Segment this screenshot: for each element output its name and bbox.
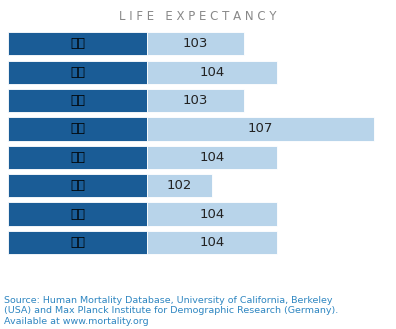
Text: 104: 104 xyxy=(199,236,225,249)
Text: 🇨🇦: 🇨🇦 xyxy=(70,236,85,249)
Bar xyxy=(8,231,147,254)
Bar xyxy=(8,61,147,84)
Bar xyxy=(8,146,147,169)
Text: 104: 104 xyxy=(199,208,225,220)
Bar xyxy=(8,117,147,140)
Bar xyxy=(147,61,277,84)
Text: 🇬🇧: 🇬🇧 xyxy=(70,94,85,107)
Bar xyxy=(147,146,277,169)
Text: 🇫🇷: 🇫🇷 xyxy=(70,208,85,220)
Bar xyxy=(147,32,244,55)
Bar xyxy=(147,202,277,226)
Bar xyxy=(147,174,212,197)
Bar xyxy=(8,202,147,226)
Text: 107: 107 xyxy=(248,122,273,136)
Bar xyxy=(8,32,147,55)
Bar xyxy=(147,231,277,254)
Text: 🇺🇸: 🇺🇸 xyxy=(70,66,85,79)
Text: Source: Human Mortality Database, University of California, Berkeley
(USA) and M: Source: Human Mortality Database, Univer… xyxy=(4,296,338,326)
Text: 104: 104 xyxy=(199,66,225,79)
Text: 🇮🇹: 🇮🇹 xyxy=(70,151,85,164)
Text: 102: 102 xyxy=(167,179,192,192)
Text: 103: 103 xyxy=(183,37,208,50)
Text: L I F E   E X P E C T A N C Y: L I F E E X P E C T A N C Y xyxy=(119,10,277,23)
Bar xyxy=(147,89,244,112)
Text: 104: 104 xyxy=(199,151,225,164)
Text: 103: 103 xyxy=(183,94,208,107)
Bar xyxy=(8,174,147,197)
Bar xyxy=(147,117,374,140)
Text: 🇩🇪: 🇩🇪 xyxy=(70,179,85,192)
Bar xyxy=(8,89,147,112)
Text: 🇨🇳: 🇨🇳 xyxy=(70,37,85,50)
Text: 🇯🇵: 🇯🇵 xyxy=(70,122,85,136)
